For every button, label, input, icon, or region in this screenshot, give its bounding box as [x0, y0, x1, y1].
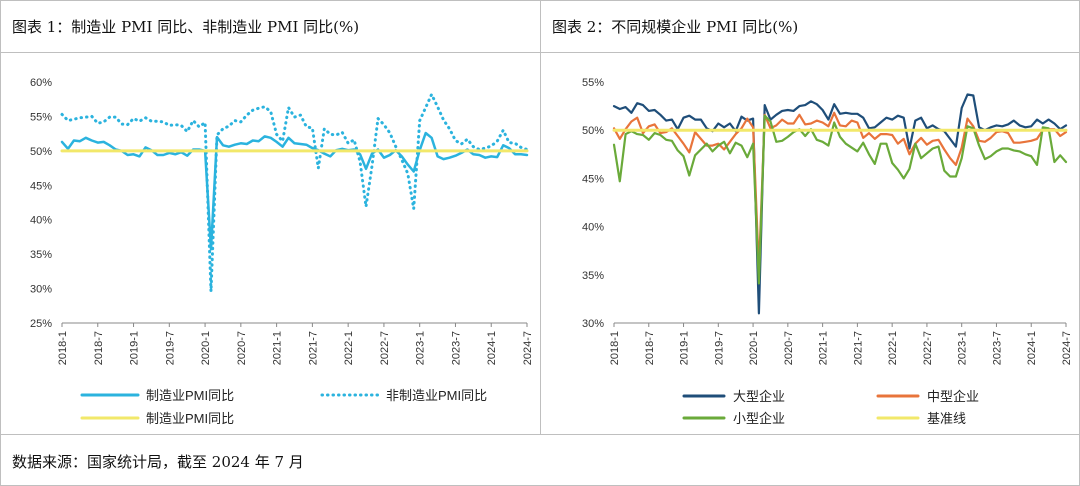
chart-1-x-tick-label: 2021-7: [307, 331, 319, 365]
chart-2-legend-label: 中型企业: [927, 389, 979, 404]
chart-1-series-line-1: [60, 131, 529, 251]
chart-1-legend-label: 制造业PMI同比: [146, 388, 234, 403]
chart-1-x-tick-label: 2021-1: [272, 331, 284, 365]
chart-1-x-tick-label: 2022-7: [379, 331, 391, 365]
chart-2-y-tick-label: 30%: [582, 318, 604, 330]
chart-1-y-tick-label: 35%: [30, 249, 52, 261]
chart-2-x-tick-label: 2024-1: [1026, 331, 1038, 365]
footer-divider: [0, 434, 1080, 435]
chart-2-series-line-1: [612, 93, 1068, 315]
chart-1-x-tick-label: 2018-7: [93, 331, 105, 365]
chart-2-series-line-3: [612, 114, 1068, 285]
chart-1-x-tick-label: 2019-1: [129, 331, 141, 365]
chart-2-x-tick-label: 2019-1: [679, 331, 691, 365]
chart-2-x-tick-label: 2020-1: [748, 331, 760, 365]
chart-1-x-tick-label: 2018-1: [57, 331, 69, 365]
chart-1-y-tick-label: 50%: [30, 146, 52, 158]
chart-2-series-line-2: [612, 111, 1068, 272]
chart-2-x-tick-label: 2022-1: [887, 331, 899, 365]
chart-2-x-tick-label: 2018-1: [609, 331, 621, 365]
panel-divider: [540, 0, 541, 434]
chart-1-series-line-2: [60, 92, 529, 293]
chart-1-x-tick-label: 2024-7: [522, 331, 534, 365]
source-note: 数据来源：国家统计局，截至 2024 年 7 月: [12, 453, 304, 471]
chart-1-legend-label: 制造业PMI同比: [146, 411, 234, 426]
chart-2-x-tick-label: 2020-7: [783, 331, 795, 365]
chart-1-x-tick-label: 2023-1: [415, 331, 427, 365]
chart-1-y-tick-label: 60%: [30, 77, 52, 89]
chart-1-y-tick-label: 45%: [30, 180, 52, 192]
chart-1-y-tick-label: 55%: [30, 111, 52, 123]
chart-2-x-tick-label: 2023-7: [991, 331, 1003, 365]
chart-2-x-tick-label: 2024-7: [1061, 331, 1073, 365]
chart-2-y-tick-label: 45%: [582, 173, 604, 185]
chart-1-y-tick-label: 40%: [30, 215, 52, 227]
chart-2-x-tick-label: 2023-1: [957, 331, 969, 365]
chart-1-y-tick-label: 30%: [30, 284, 52, 296]
chart-2-x-tick-label: 2019-7: [713, 331, 725, 365]
chart-2-x-tick-label: 2021-1: [818, 331, 830, 365]
chart-1-legend-label: 非制造业PMI同比: [386, 388, 487, 403]
chart-2-x-tick-label: 2022-7: [922, 331, 934, 365]
chart-1-x-tick-label: 2020-1: [200, 331, 212, 365]
chart-2-y-tick-label: 35%: [582, 270, 604, 282]
chart-1-x-tick-label: 2022-1: [343, 331, 355, 365]
chart-2-y-tick-label: 50%: [582, 125, 604, 137]
chart-2-x-tick-label: 2021-7: [852, 331, 864, 365]
chart-1-x-tick-label: 2024-1: [486, 331, 498, 365]
chart-1-x-tick-label: 2019-7: [164, 331, 176, 365]
chart-2-legend-label: 基准线: [927, 411, 966, 426]
chart-2-legend-label: 小型企业: [733, 411, 785, 426]
chart-1-x-tick-label: 2020-7: [236, 331, 248, 365]
chart-2-y-tick-label: 55%: [582, 77, 604, 89]
chart-2-legend-label: 大型企业: [733, 389, 785, 404]
chart-1-y-tick-label: 25%: [30, 318, 52, 330]
chart-2-y-tick-label: 40%: [582, 222, 604, 234]
chart-2-x-tick-label: 2018-7: [644, 331, 656, 365]
chart-1-title: 图表 1：制造业 PMI 同比、非制造业 PMI 同比(%): [12, 18, 360, 36]
chart-2-title: 图表 2：不同规模企业 PMI 同比(%): [552, 18, 799, 36]
chart-1-x-tick-label: 2023-7: [450, 331, 462, 365]
